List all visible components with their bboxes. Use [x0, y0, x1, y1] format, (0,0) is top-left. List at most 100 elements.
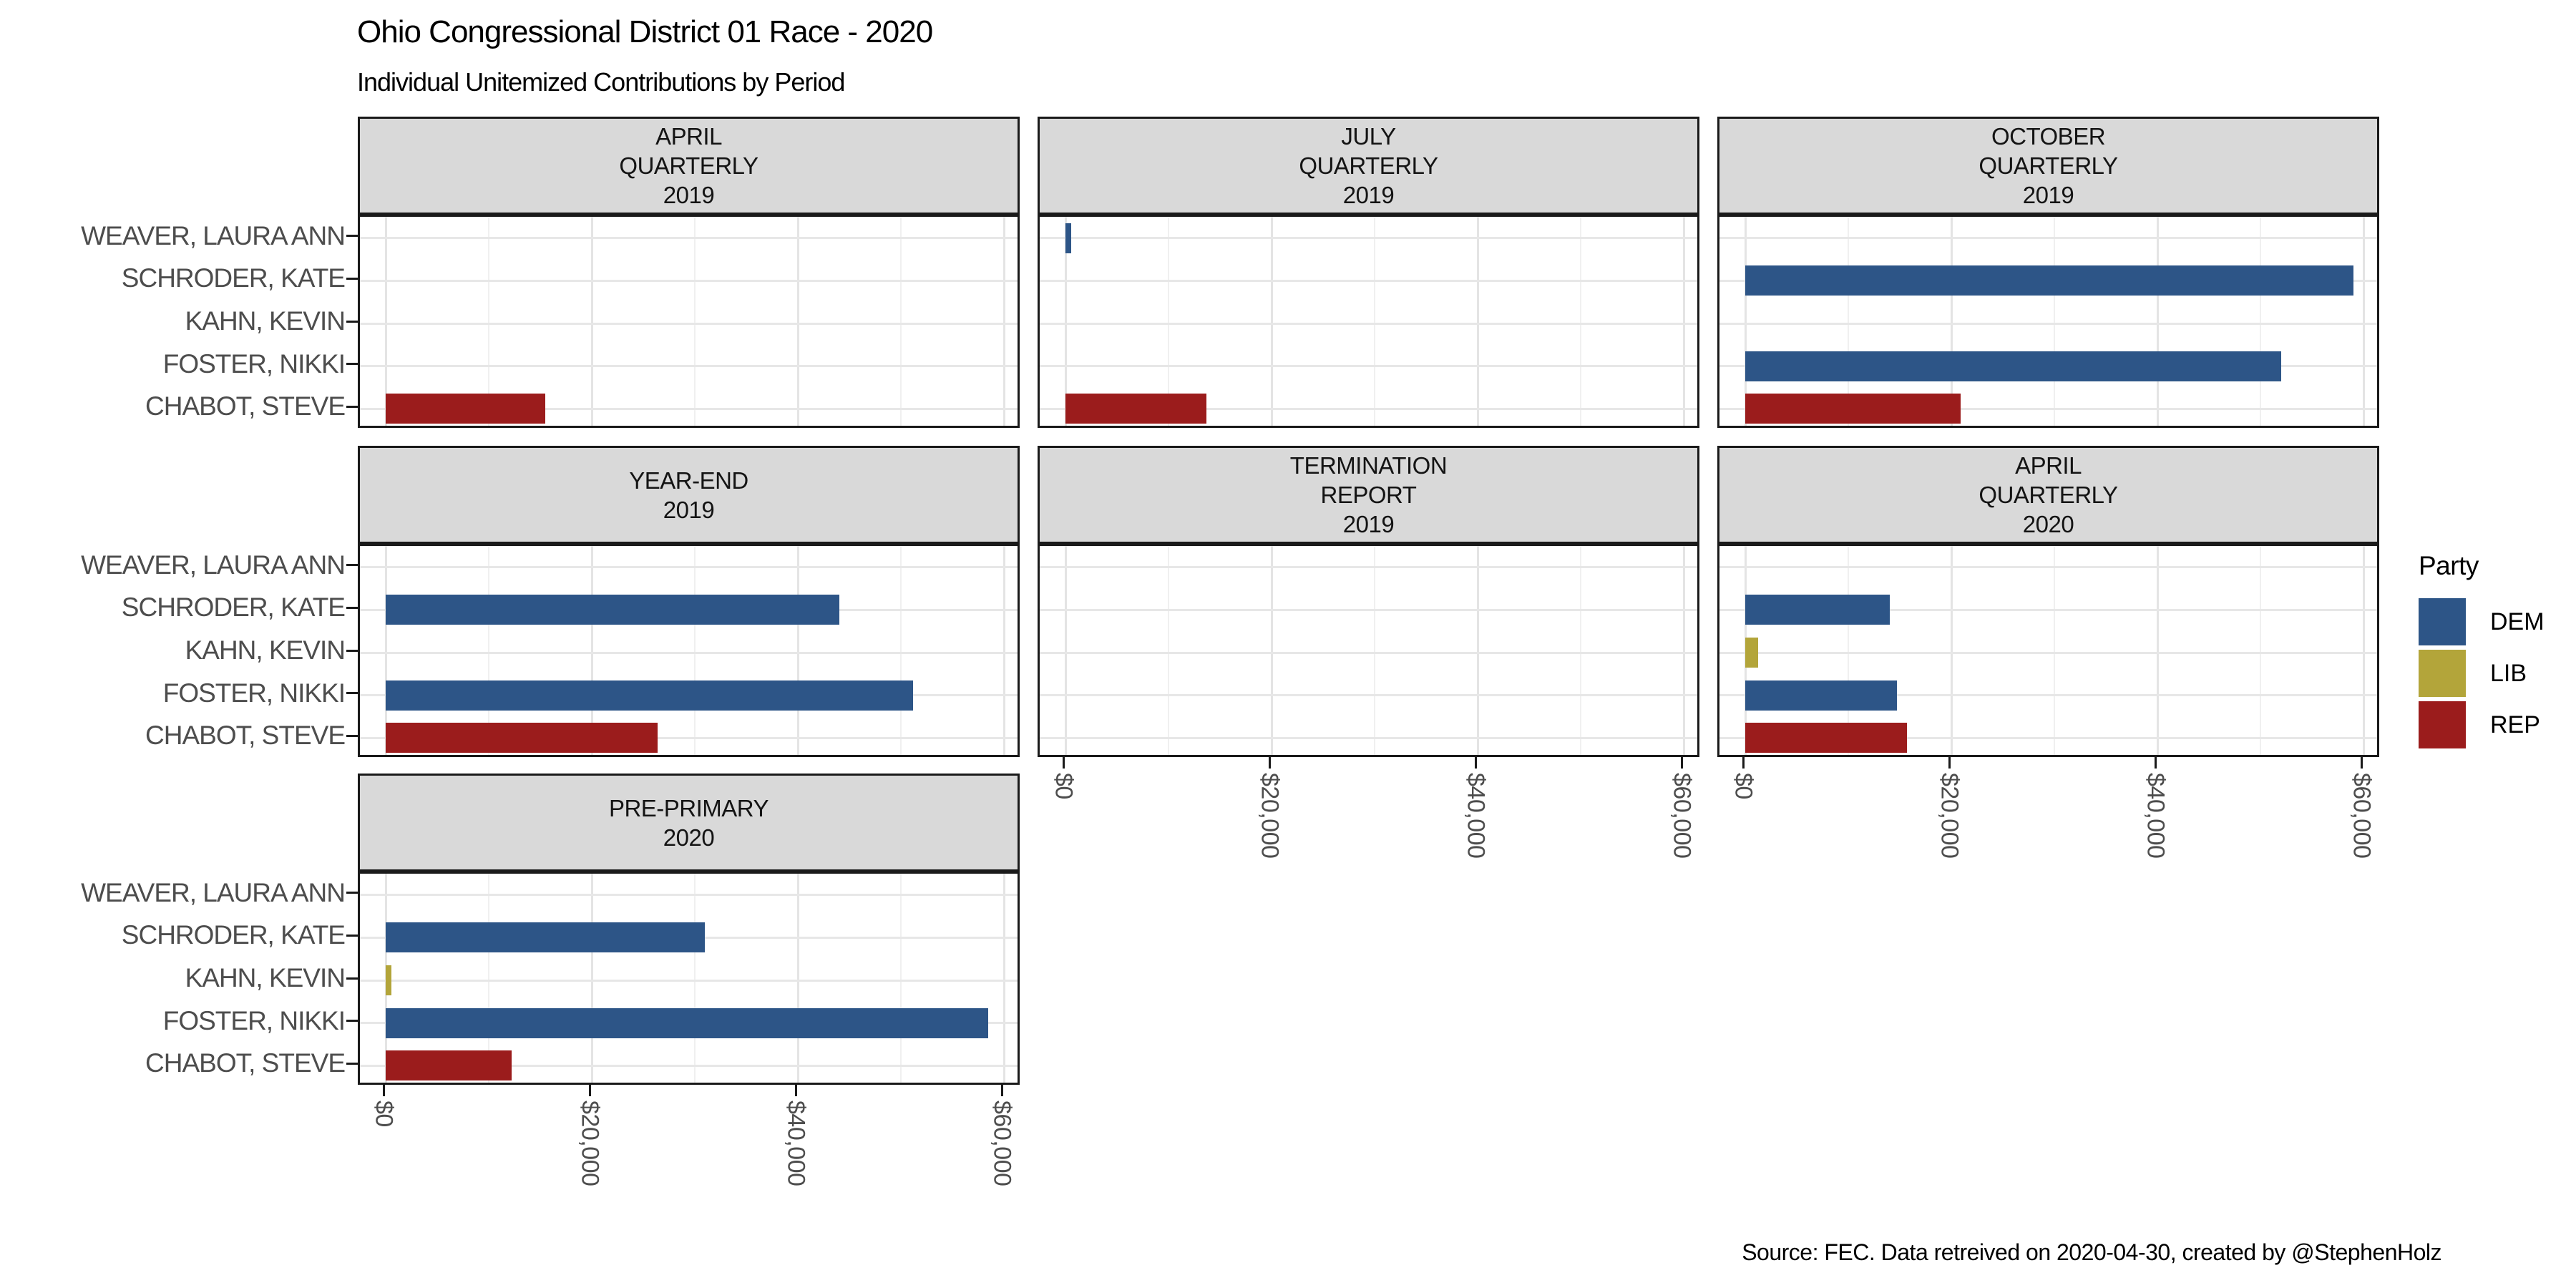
gridline-major [1719, 322, 2377, 325]
y-axis-label: KAHN, KEVIN [185, 635, 346, 665]
bar [1065, 394, 1207, 424]
y-axis-label: SCHRODER, KATE [121, 592, 346, 623]
legend-swatch [2419, 701, 2466, 748]
gridline-minor [694, 546, 696, 755]
y-axis-label: FOSTER, NIKKI [162, 348, 346, 379]
facet-strip-label-line: QUARTERLY [1979, 152, 2118, 179]
facet-strip-label-line: 2019 [2022, 182, 2074, 208]
gridline-major [1719, 566, 2377, 569]
bar [1745, 265, 2353, 296]
gridline-major [1719, 608, 2377, 611]
bar [386, 595, 839, 625]
x-axis-tick-label: $0 [1729, 773, 1757, 799]
facet-strip: JULY QUARTERLY 2019 [1038, 117, 1699, 215]
facet-strip-label-line: 2019 [1342, 182, 1395, 208]
y-axis-label: WEAVER, LAURA ANN [81, 877, 346, 907]
y-axis-tick [346, 934, 358, 937]
gridline-minor [900, 546, 902, 755]
facet-panel [1717, 215, 2379, 428]
facet-strip-label-line: QUARTERLY [619, 152, 758, 179]
gridline-minor [488, 217, 489, 426]
facet-strip: APRIL QUARTERLY 2019 [358, 117, 1020, 215]
y-axis-tick [346, 320, 358, 323]
gridline-minor [488, 546, 489, 755]
gridline-major [1040, 322, 1697, 325]
gridline-major [360, 322, 1018, 325]
bar [1745, 351, 2281, 381]
gridline-minor [1168, 217, 1169, 426]
x-axis-tick [1948, 757, 1951, 769]
gridline-major [1744, 217, 1747, 426]
gridline-minor [694, 874, 696, 1083]
y-axis-label: KAHN, KEVIN [185, 306, 346, 336]
x-axis-tick-label: $20,000 [576, 1101, 604, 1186]
y-axis-tick [346, 277, 358, 280]
gridline-minor [488, 874, 489, 1083]
bar [1745, 595, 1890, 625]
gridline-major [1002, 217, 1005, 426]
x-axis-tick [2154, 757, 2157, 769]
gridline-major [1040, 279, 1697, 282]
gridline-major [360, 736, 1018, 739]
x-axis-tick-label: $60,000 [2348, 773, 2376, 859]
gridline-major [360, 279, 1018, 282]
y-axis-label: CHABOT, STEVE [145, 391, 346, 421]
x-axis-tick-label: $60,000 [988, 1101, 1016, 1186]
gridline-major [2156, 546, 2159, 755]
gridline-major [590, 546, 593, 755]
y-axis-tick [346, 649, 358, 652]
facet-strip-label-line: TERMINATION [1289, 452, 1448, 479]
y-axis-label: WEAVER, LAURA ANN [81, 220, 346, 250]
facet-strip-label-line: REPORT [1320, 482, 1417, 508]
bar [386, 1008, 989, 1038]
facet-panel [358, 215, 1020, 428]
gridline-major [360, 566, 1018, 569]
gridline-minor [900, 217, 902, 426]
gridline-major [360, 237, 1018, 240]
gridline-minor [2054, 546, 2055, 755]
gridline-major [1064, 546, 1067, 755]
x-axis-tick [1680, 757, 1683, 769]
y-axis-label: SCHRODER, KATE [121, 920, 346, 950]
gridline-major [2362, 546, 2365, 755]
gridline-major [360, 407, 1018, 410]
facet-panel [1717, 544, 2379, 757]
gridline-major [1719, 651, 2377, 654]
y-axis-label: CHABOT, STEVE [145, 721, 346, 751]
gridline-minor [1168, 546, 1169, 755]
y-axis-label: CHABOT, STEVE [145, 1048, 346, 1078]
facet-strip-label-line: 2020 [2022, 511, 2074, 537]
gridline-minor [2260, 546, 2261, 755]
legend: Party DEM LIB REP [2419, 551, 2545, 753]
gridline-major [360, 365, 1018, 368]
y-axis-tick [346, 692, 358, 695]
bar [386, 394, 546, 424]
facet-strip: TERMINATION REPORT 2019 [1038, 446, 1699, 544]
legend-label: DEM [2490, 608, 2545, 635]
x-axis-tick [382, 1085, 385, 1096]
legend-item: DEM [2419, 598, 2545, 645]
y-axis-tick [346, 1020, 358, 1023]
y-axis-tick [346, 564, 358, 567]
facet-panel [358, 544, 1020, 757]
x-axis-tick-label: $0 [1050, 773, 1078, 799]
x-axis-tick-label: $40,000 [1462, 773, 1490, 859]
gridline-minor [2054, 217, 2055, 426]
gridline-major [360, 894, 1018, 897]
gridline-major [1040, 736, 1697, 739]
bar [1745, 394, 1961, 424]
gridline-major [1040, 237, 1697, 240]
facet-strip-label-line: 2019 [663, 496, 715, 523]
x-axis-tick-label: $40,000 [2142, 773, 2170, 859]
gridline-major [1002, 546, 1005, 755]
chart-caption: Source: FEC. Data retreived on 2020-04-3… [1742, 1239, 2441, 1265]
gridline-major [1002, 874, 1005, 1083]
legend-label: LIB [2490, 659, 2527, 687]
bar [386, 680, 914, 711]
legend-swatch [2419, 598, 2466, 645]
x-axis-tick [2360, 757, 2363, 769]
bar [386, 965, 391, 995]
y-axis-tick [346, 734, 358, 737]
bar [386, 922, 706, 953]
y-axis-label: WEAVER, LAURA ANN [81, 550, 346, 580]
